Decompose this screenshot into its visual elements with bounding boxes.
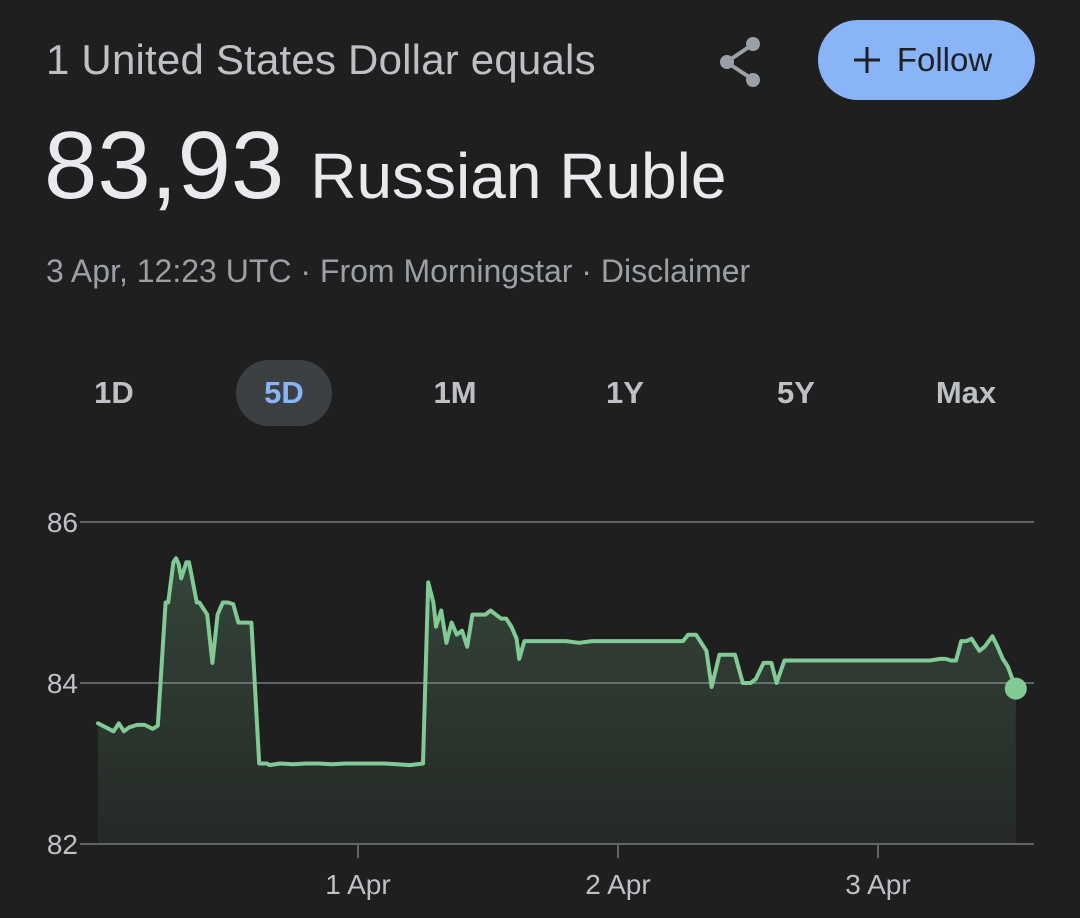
follow-button[interactable]: Follow bbox=[818, 20, 1035, 100]
tab-label: 5D bbox=[264, 375, 304, 410]
meta-info: 3 Apr, 12:23 UTC · From Morningstar · Di… bbox=[46, 253, 750, 290]
tab-label: 5Y bbox=[777, 375, 815, 410]
plus-icon bbox=[853, 46, 881, 74]
follow-label: Follow bbox=[896, 41, 993, 78]
share-button[interactable] bbox=[710, 32, 770, 92]
current-value-point bbox=[1004, 677, 1027, 700]
y-tick-label: 82 bbox=[47, 829, 78, 860]
tab-1d[interactable]: 1D bbox=[66, 360, 162, 426]
exchange-rate-chart[interactable]: 82 84 86 1 Apr 2 Apr 3 Apr bbox=[0, 480, 1080, 918]
tab-label: 1M bbox=[433, 375, 477, 410]
y-tick-label: 84 bbox=[47, 668, 78, 699]
area-fill bbox=[98, 558, 1016, 844]
tab-label: 1Y bbox=[606, 375, 644, 410]
tab-1m[interactable]: 1M bbox=[407, 360, 503, 426]
header: 1 United States Dollar equals Follow bbox=[46, 20, 1035, 112]
series-area bbox=[98, 558, 1016, 844]
disclaimer-link[interactable]: Disclaimer bbox=[600, 253, 751, 289]
timestamp: 3 Apr, 12:23 UTC bbox=[46, 253, 292, 289]
tab-5y[interactable]: 5Y bbox=[748, 360, 844, 426]
tab-label: Max bbox=[935, 375, 997, 410]
meta-separator: · bbox=[581, 253, 592, 289]
rate-display: 83,93 Russian Ruble bbox=[44, 118, 726, 218]
tab-1y[interactable]: 1Y bbox=[577, 360, 673, 426]
meta-separator: · bbox=[300, 253, 312, 289]
x-tick-label: 1 Apr bbox=[325, 869, 390, 900]
x-tick-label: 3 Apr bbox=[845, 869, 910, 900]
rate-currency: Russian Ruble bbox=[310, 140, 727, 212]
share-icon bbox=[720, 37, 760, 87]
series-line bbox=[96, 556, 1027, 768]
conversion-subtitle: 1 United States Dollar equals bbox=[46, 36, 596, 83]
tab-max[interactable]: Max bbox=[918, 360, 1014, 426]
time-range-tabs: 1D 5D 1M 1Y 5Y Max bbox=[28, 360, 1052, 426]
rate-value: 83,93 bbox=[44, 112, 285, 219]
tab-5d[interactable]: 5D bbox=[236, 360, 332, 426]
axis-ticks: 82 84 86 1 Apr 2 Apr 3 Apr bbox=[47, 507, 911, 900]
source-link[interactable]: From Morningstar bbox=[319, 253, 573, 289]
tab-label: 1D bbox=[94, 375, 134, 410]
series-path bbox=[96, 556, 1018, 768]
y-tick-label: 86 bbox=[47, 507, 78, 538]
x-tick-label: 2 Apr bbox=[585, 869, 650, 900]
